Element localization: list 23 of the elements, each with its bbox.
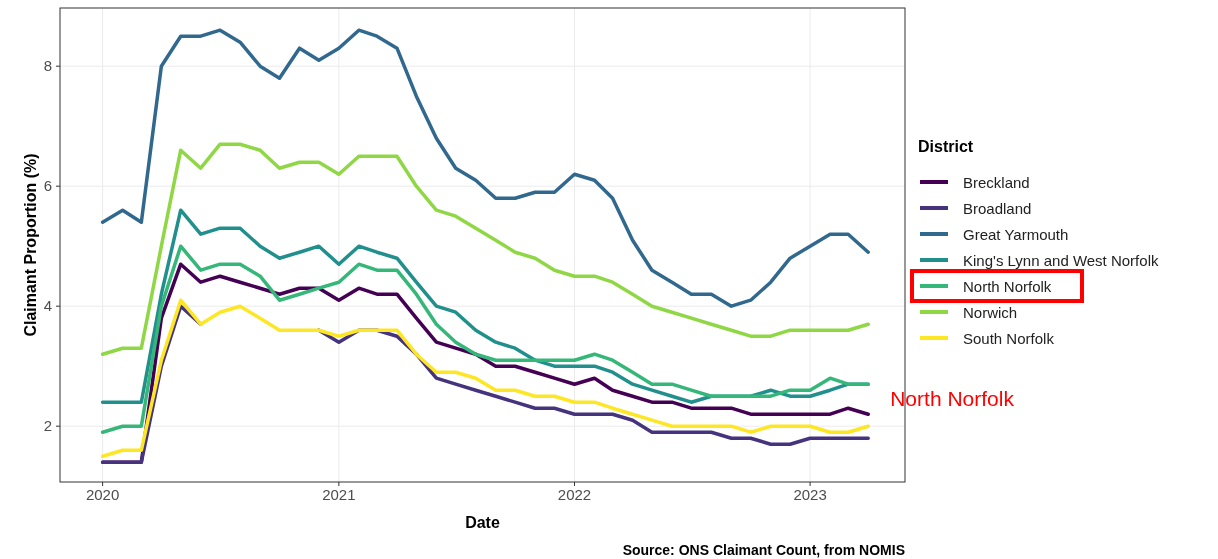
legend-label: Breckland	[963, 174, 1030, 191]
x-tick-label: 2020	[85, 486, 120, 503]
source-note: Source: ONS Claimant Count, from NOMIS	[622, 542, 905, 558]
legend-label: Norwich	[963, 304, 1018, 321]
x-tick-label: 2022	[557, 486, 592, 503]
y-tick-label: 8	[43, 57, 52, 75]
y-tick-label: 2	[43, 417, 52, 435]
line-series	[100, 28, 870, 308]
y-tick-label: 4	[43, 297, 52, 315]
legend-label: Broadland	[963, 200, 1032, 217]
legend-label: South Norfolk	[963, 330, 1055, 347]
legend-label: Great Yarmouth	[963, 226, 1069, 243]
legend-label: King's Lynn and West Norfolk	[963, 252, 1159, 269]
annotation: North Norfolk	[890, 387, 1015, 411]
y-tick-label: 6	[43, 177, 52, 195]
x-axis-title: Date	[465, 514, 500, 531]
x-tick-label: 2021	[322, 486, 356, 503]
x-tick-label: 2023	[793, 486, 827, 503]
y-axis-title: Claimant Proportion (%)	[22, 153, 39, 337]
line-series	[100, 142, 870, 356]
line-series	[100, 244, 870, 434]
legend-label: North Norfolk	[963, 278, 1052, 295]
legend-title: District	[918, 138, 974, 155]
